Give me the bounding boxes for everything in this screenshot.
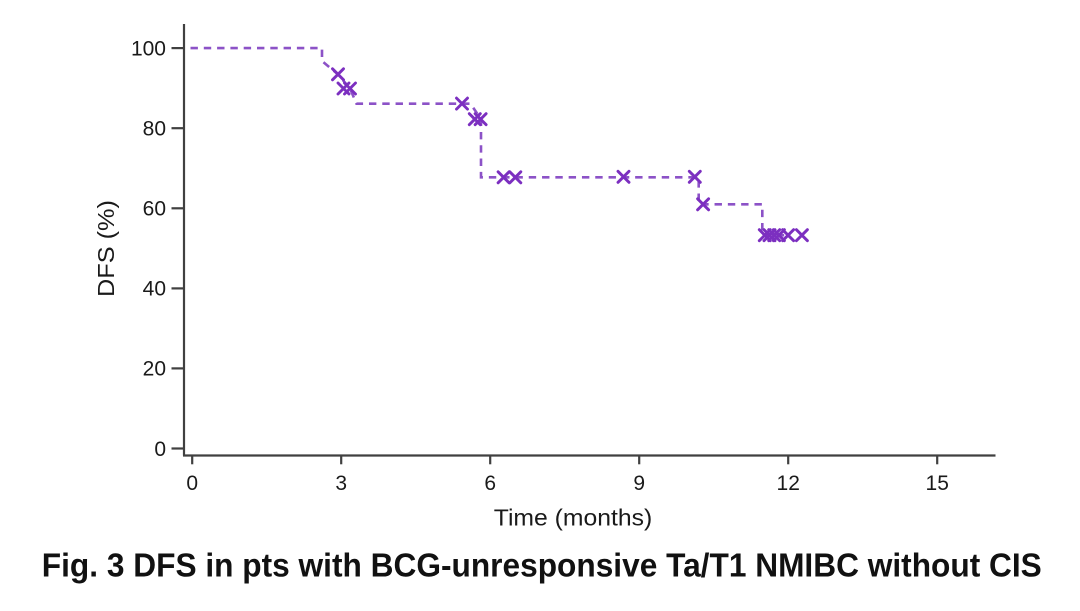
svg-text:6: 6 <box>484 472 496 495</box>
svg-text:3: 3 <box>335 472 347 495</box>
svg-text:Fig. 3 DFS in pts with BCG-unr: Fig. 3 DFS in pts with BCG-unresponsive … <box>42 547 1042 584</box>
svg-text:15: 15 <box>926 472 949 495</box>
svg-text:DFS (%): DFS (%) <box>93 200 119 297</box>
svg-text:40: 40 <box>143 278 166 301</box>
svg-text:0: 0 <box>186 472 198 495</box>
svg-text:0: 0 <box>154 438 166 461</box>
svg-text:Time (months): Time (months) <box>494 505 653 531</box>
svg-text:12: 12 <box>777 472 800 495</box>
svg-text:80: 80 <box>143 118 166 141</box>
svg-text:60: 60 <box>143 198 166 221</box>
svg-text:100: 100 <box>131 37 166 60</box>
svg-text:9: 9 <box>633 472 645 495</box>
svg-text:20: 20 <box>143 358 166 381</box>
